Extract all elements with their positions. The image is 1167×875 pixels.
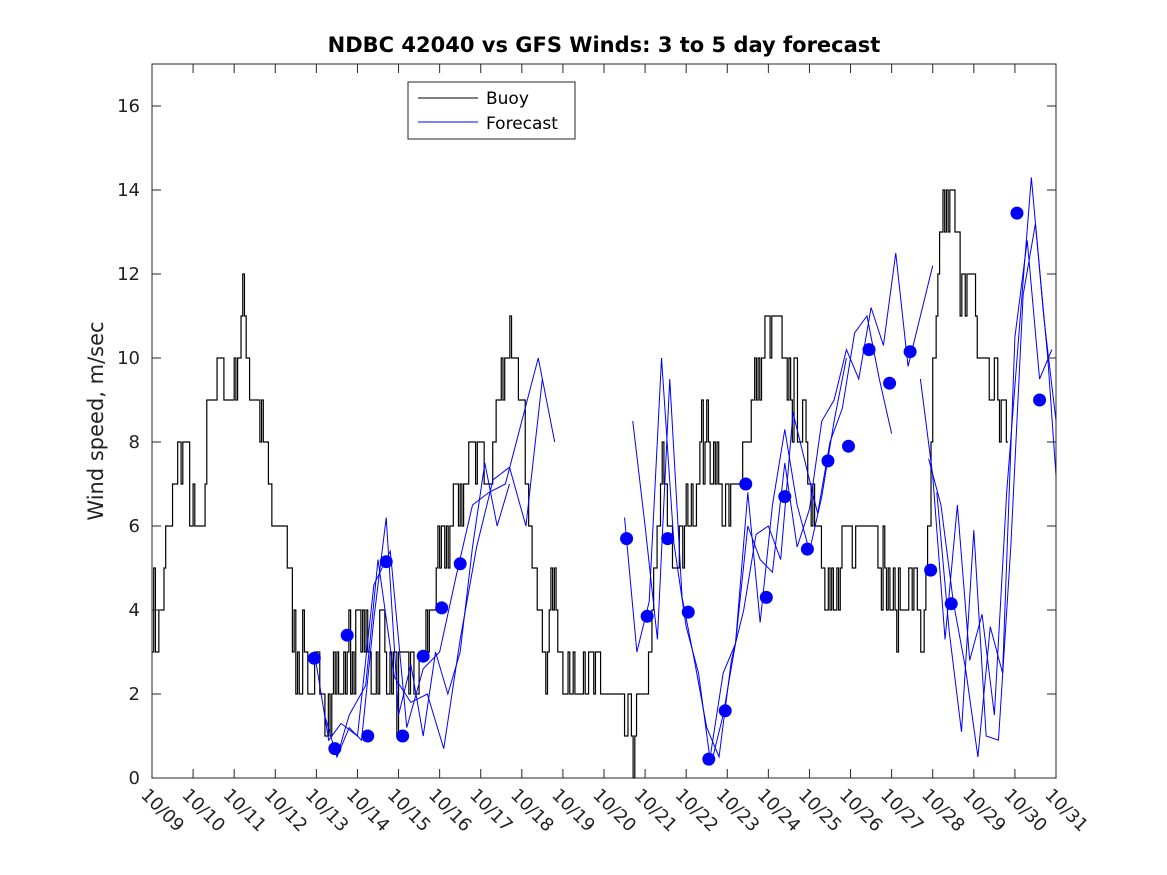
- forecast-line-3: [336, 462, 510, 758]
- forecast-series: [315, 177, 1057, 766]
- forecast-dot-31: [1033, 393, 1047, 407]
- plot-area: [151, 63, 1057, 779]
- forecast-dot-3: [340, 628, 354, 642]
- forecast-dot-30: [1010, 206, 1024, 220]
- forecast-line-8: [928, 240, 1053, 758]
- forecast-line-7: [919, 177, 1057, 716]
- forecast-dot-11: [620, 532, 634, 546]
- buoy-series: [152, 189, 1009, 779]
- forecast-dot-19: [778, 490, 792, 504]
- forecast-line-1: [315, 357, 556, 742]
- forecast-dot-6: [396, 729, 410, 743]
- forecast-dot-23: [862, 343, 876, 357]
- y-tick-label-4: 4: [129, 600, 140, 621]
- forecast-line-2: [324, 378, 543, 759]
- y-tick-label-16: 16: [117, 96, 140, 117]
- forecast-line-9: [936, 223, 1057, 741]
- forecast-line-6: [710, 252, 934, 753]
- forecast-dot-1: [307, 651, 321, 665]
- y-tick-label-6: 6: [129, 516, 140, 537]
- forecast-dot-21: [821, 454, 835, 468]
- axes-background: [152, 64, 1056, 778]
- y-tick-label-12: 12: [117, 264, 140, 285]
- buoy-line: [152, 189, 1009, 779]
- y-tick-label-8: 8: [129, 432, 140, 453]
- legend-box: [407, 81, 576, 140]
- forecast-dot-13: [661, 532, 675, 546]
- forecast-line-5: [632, 314, 893, 759]
- forecast-dot-26: [924, 563, 938, 577]
- forecast-dot-22: [841, 439, 855, 453]
- forecast-dot-5: [379, 555, 393, 569]
- axis-ticks: [151, 64, 1057, 779]
- y-tick-label-0: 0: [129, 768, 140, 789]
- forecast-dot-16: [718, 704, 732, 718]
- forecast-dot-2: [328, 742, 342, 756]
- forecast-dot-15: [702, 752, 716, 766]
- forecast-dot-7: [416, 649, 430, 663]
- legend-forecast-label: Forecast: [486, 114, 558, 134]
- forecast-dot-9: [453, 557, 467, 571]
- forecast-dot-14: [681, 605, 695, 619]
- forecast-dot-27: [944, 597, 958, 611]
- legend: Buoy Forecast: [407, 81, 576, 140]
- forecast-dot-24: [883, 376, 897, 390]
- y-tick-label-2: 2: [129, 684, 140, 705]
- forecast-dot-8: [435, 601, 449, 615]
- y-tick-label-10: 10: [117, 348, 140, 369]
- forecast-dot-25: [903, 345, 917, 359]
- forecast-dot-12: [640, 609, 654, 623]
- forecast-dot-17: [739, 477, 753, 491]
- y-axis-label: Wind speed, m/sec: [84, 321, 108, 520]
- forecast-dots: [307, 206, 1047, 766]
- y-tick-labels: 0 2 4 6 8 10 12 14 16: [117, 96, 140, 789]
- y-tick-label-14: 14: [117, 180, 140, 201]
- legend-buoy-label: Buoy: [486, 89, 529, 109]
- chart-title: NDBC 42040 vs GFS Winds: 3 to 5 day fore…: [328, 33, 881, 57]
- forecast-dot-4: [361, 729, 375, 743]
- forecast-dot-20: [800, 542, 814, 556]
- forecast-dot-18: [759, 590, 773, 604]
